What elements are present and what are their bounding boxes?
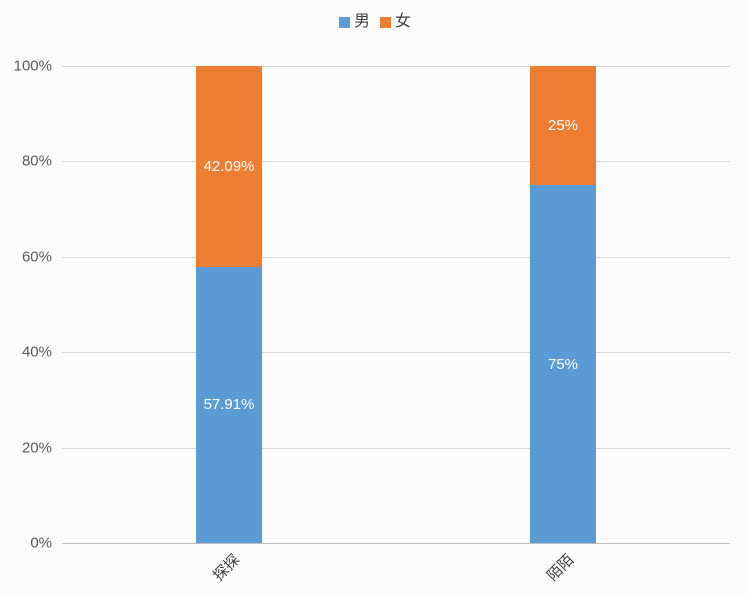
legend-label: 男 xyxy=(353,13,370,30)
gridline xyxy=(62,161,730,163)
legend: 男女 xyxy=(0,14,750,30)
bar-陌陌: 75% 25% xyxy=(530,66,596,543)
data-label: 57.91% xyxy=(203,396,255,414)
bar-segment-女: 42.09% xyxy=(196,66,262,267)
legend-item-2: 女 xyxy=(380,14,411,30)
x-category-label: 陌陌 xyxy=(544,551,578,585)
y-axis: 0% 20% 40% 60% 80% 100% xyxy=(0,59,52,551)
bar-探探: 57.91% 42.09% xyxy=(196,66,262,543)
plot-area: 57.91% 42.09% 75% 25% xyxy=(62,66,730,544)
data-label: 75% xyxy=(547,355,579,373)
legend-label: 女 xyxy=(395,13,412,30)
gridline xyxy=(62,352,730,354)
y-tick-label: 100% xyxy=(13,57,52,75)
bar-segment-男: 75% xyxy=(530,185,596,543)
gridline xyxy=(62,66,730,67)
y-tick-label: 20% xyxy=(21,439,52,457)
y-tick-label: 60% xyxy=(21,248,52,266)
y-tick-label: 80% xyxy=(21,152,52,170)
legend-swatch-icon xyxy=(338,16,350,28)
bar-segment-女: 25% xyxy=(530,66,596,186)
legend-swatch-icon xyxy=(380,16,391,28)
y-tick-label: 0% xyxy=(30,534,52,552)
data-label: 25% xyxy=(547,117,579,135)
data-label: 42.09% xyxy=(203,157,255,175)
gridline xyxy=(62,256,730,258)
bar-segment-男: 57.91% xyxy=(196,266,262,543)
y-tick-label: 40% xyxy=(21,343,52,361)
gridline xyxy=(62,447,730,449)
x-axis: 探探 陌陌 xyxy=(62,544,730,598)
legend-item-1: 男 xyxy=(338,13,370,30)
x-category-label: 探探 xyxy=(210,551,244,585)
